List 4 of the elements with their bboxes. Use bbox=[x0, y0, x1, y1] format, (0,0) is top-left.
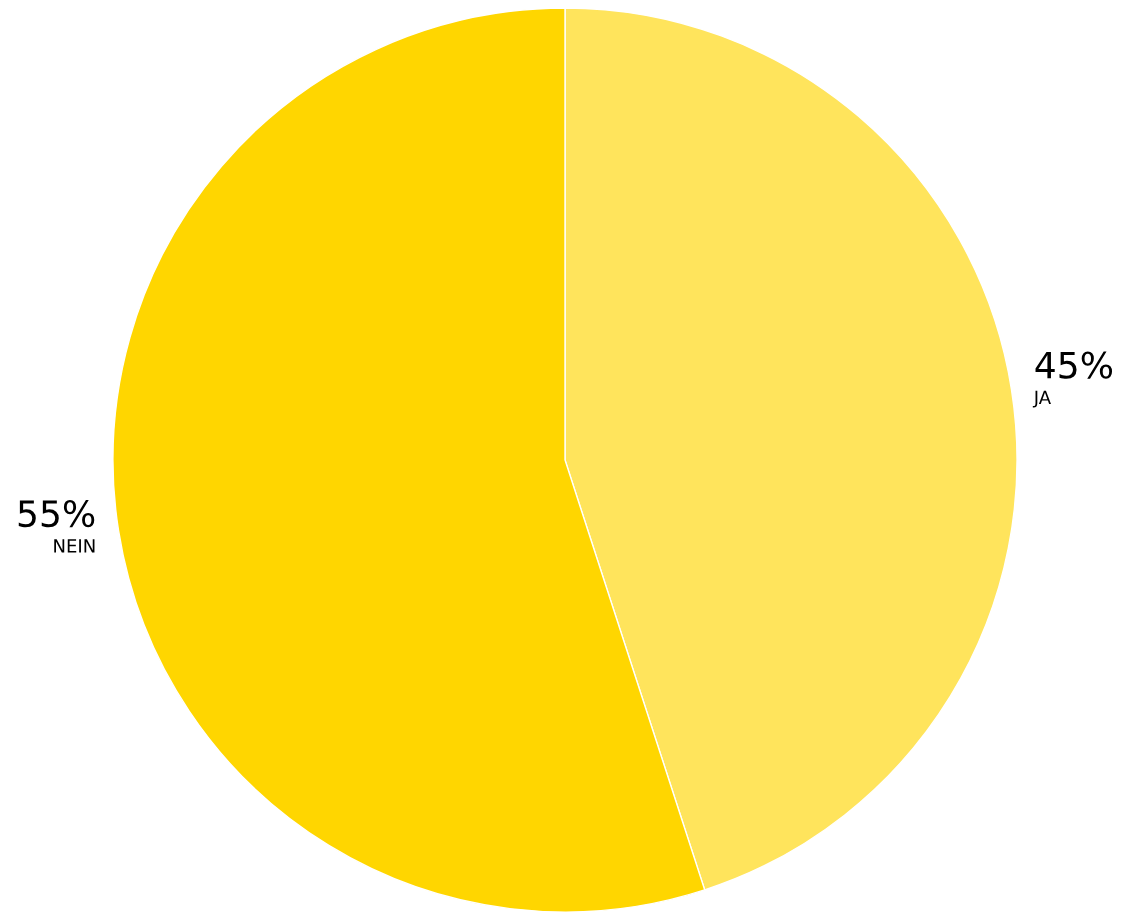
slice-label: NEIN bbox=[54, 539, 95, 553]
data-label: 45% bbox=[1035, 351, 1113, 379]
slice-label: JA bbox=[1032, 390, 1051, 408]
data-label: 55% bbox=[18, 499, 95, 528]
